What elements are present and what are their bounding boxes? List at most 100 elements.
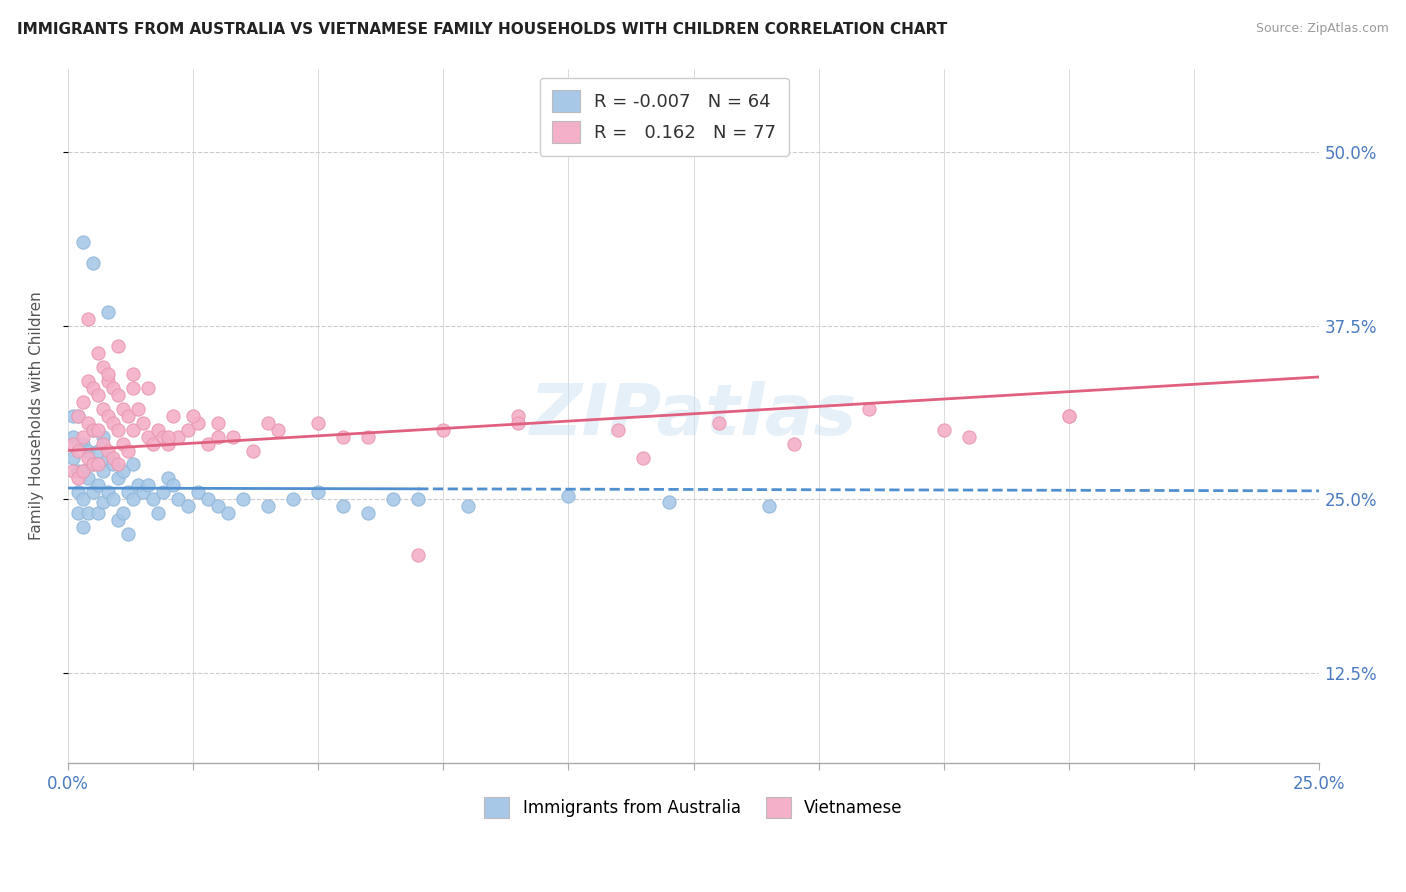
- Point: [111, 506, 134, 520]
- Point: [166, 492, 188, 507]
- Point: [101, 458, 124, 472]
- Point: [187, 485, 209, 500]
- Point: [957, 430, 980, 444]
- Point: [91, 464, 114, 478]
- Point: [117, 409, 139, 423]
- Point: [257, 416, 280, 430]
- Point: [62, 450, 84, 465]
- Point: [111, 436, 134, 450]
- Point: [91, 495, 114, 509]
- Point: [107, 388, 129, 402]
- Point: [557, 490, 579, 504]
- Point: [86, 423, 108, 437]
- Point: [72, 492, 94, 507]
- Point: [136, 430, 159, 444]
- Point: [117, 443, 139, 458]
- Point: [382, 492, 405, 507]
- Point: [197, 436, 219, 450]
- Point: [91, 436, 114, 450]
- Point: [187, 416, 209, 430]
- Point: [508, 416, 530, 430]
- Point: [97, 374, 120, 388]
- Point: [1057, 409, 1080, 423]
- Point: [97, 443, 120, 458]
- Point: [107, 458, 129, 472]
- Point: [152, 430, 174, 444]
- Point: [66, 485, 89, 500]
- Point: [62, 436, 84, 450]
- Point: [156, 436, 179, 450]
- Point: [132, 485, 155, 500]
- Point: [508, 409, 530, 423]
- Point: [117, 485, 139, 500]
- Point: [82, 423, 104, 437]
- Point: [281, 492, 304, 507]
- Point: [207, 499, 229, 513]
- Point: [307, 485, 329, 500]
- Point: [121, 367, 143, 381]
- Point: [111, 401, 134, 416]
- Point: [1057, 409, 1080, 423]
- Point: [783, 436, 806, 450]
- Point: [197, 492, 219, 507]
- Point: [146, 506, 169, 520]
- Point: [86, 458, 108, 472]
- Point: [82, 458, 104, 472]
- Point: [91, 401, 114, 416]
- Point: [72, 235, 94, 249]
- Point: [72, 464, 94, 478]
- Point: [72, 520, 94, 534]
- Point: [107, 423, 129, 437]
- Y-axis label: Family Households with Children: Family Households with Children: [30, 292, 44, 541]
- Text: Source: ZipAtlas.com: Source: ZipAtlas.com: [1256, 22, 1389, 36]
- Point: [858, 401, 880, 416]
- Point: [121, 423, 143, 437]
- Point: [66, 409, 89, 423]
- Point: [406, 492, 429, 507]
- Point: [132, 416, 155, 430]
- Legend: Immigrants from Australia, Vietnamese: Immigrants from Australia, Vietnamese: [478, 790, 910, 824]
- Point: [82, 423, 104, 437]
- Point: [142, 492, 165, 507]
- Point: [232, 492, 254, 507]
- Point: [101, 492, 124, 507]
- Point: [162, 409, 184, 423]
- Point: [127, 401, 149, 416]
- Point: [82, 485, 104, 500]
- Point: [117, 527, 139, 541]
- Point: [162, 478, 184, 492]
- Point: [76, 416, 98, 430]
- Point: [91, 430, 114, 444]
- Point: [457, 499, 479, 513]
- Point: [142, 436, 165, 450]
- Point: [307, 416, 329, 430]
- Point: [82, 256, 104, 270]
- Point: [111, 464, 134, 478]
- Point: [136, 478, 159, 492]
- Point: [107, 339, 129, 353]
- Point: [66, 443, 89, 458]
- Point: [101, 450, 124, 465]
- Point: [97, 485, 120, 500]
- Point: [66, 506, 89, 520]
- Point: [181, 409, 204, 423]
- Point: [177, 423, 200, 437]
- Point: [66, 409, 89, 423]
- Point: [72, 436, 94, 450]
- Point: [86, 388, 108, 402]
- Point: [222, 430, 245, 444]
- Point: [758, 499, 780, 513]
- Point: [932, 423, 955, 437]
- Point: [62, 409, 84, 423]
- Point: [242, 443, 264, 458]
- Point: [97, 450, 120, 465]
- Point: [66, 471, 89, 485]
- Point: [121, 492, 143, 507]
- Point: [607, 423, 630, 437]
- Point: [97, 409, 120, 423]
- Text: IMMIGRANTS FROM AUSTRALIA VS VIETNAMESE FAMILY HOUSEHOLDS WITH CHILDREN CORRELAT: IMMIGRANTS FROM AUSTRALIA VS VIETNAMESE …: [17, 22, 948, 37]
- Point: [257, 499, 280, 513]
- Point: [267, 423, 290, 437]
- Point: [707, 416, 730, 430]
- Point: [76, 374, 98, 388]
